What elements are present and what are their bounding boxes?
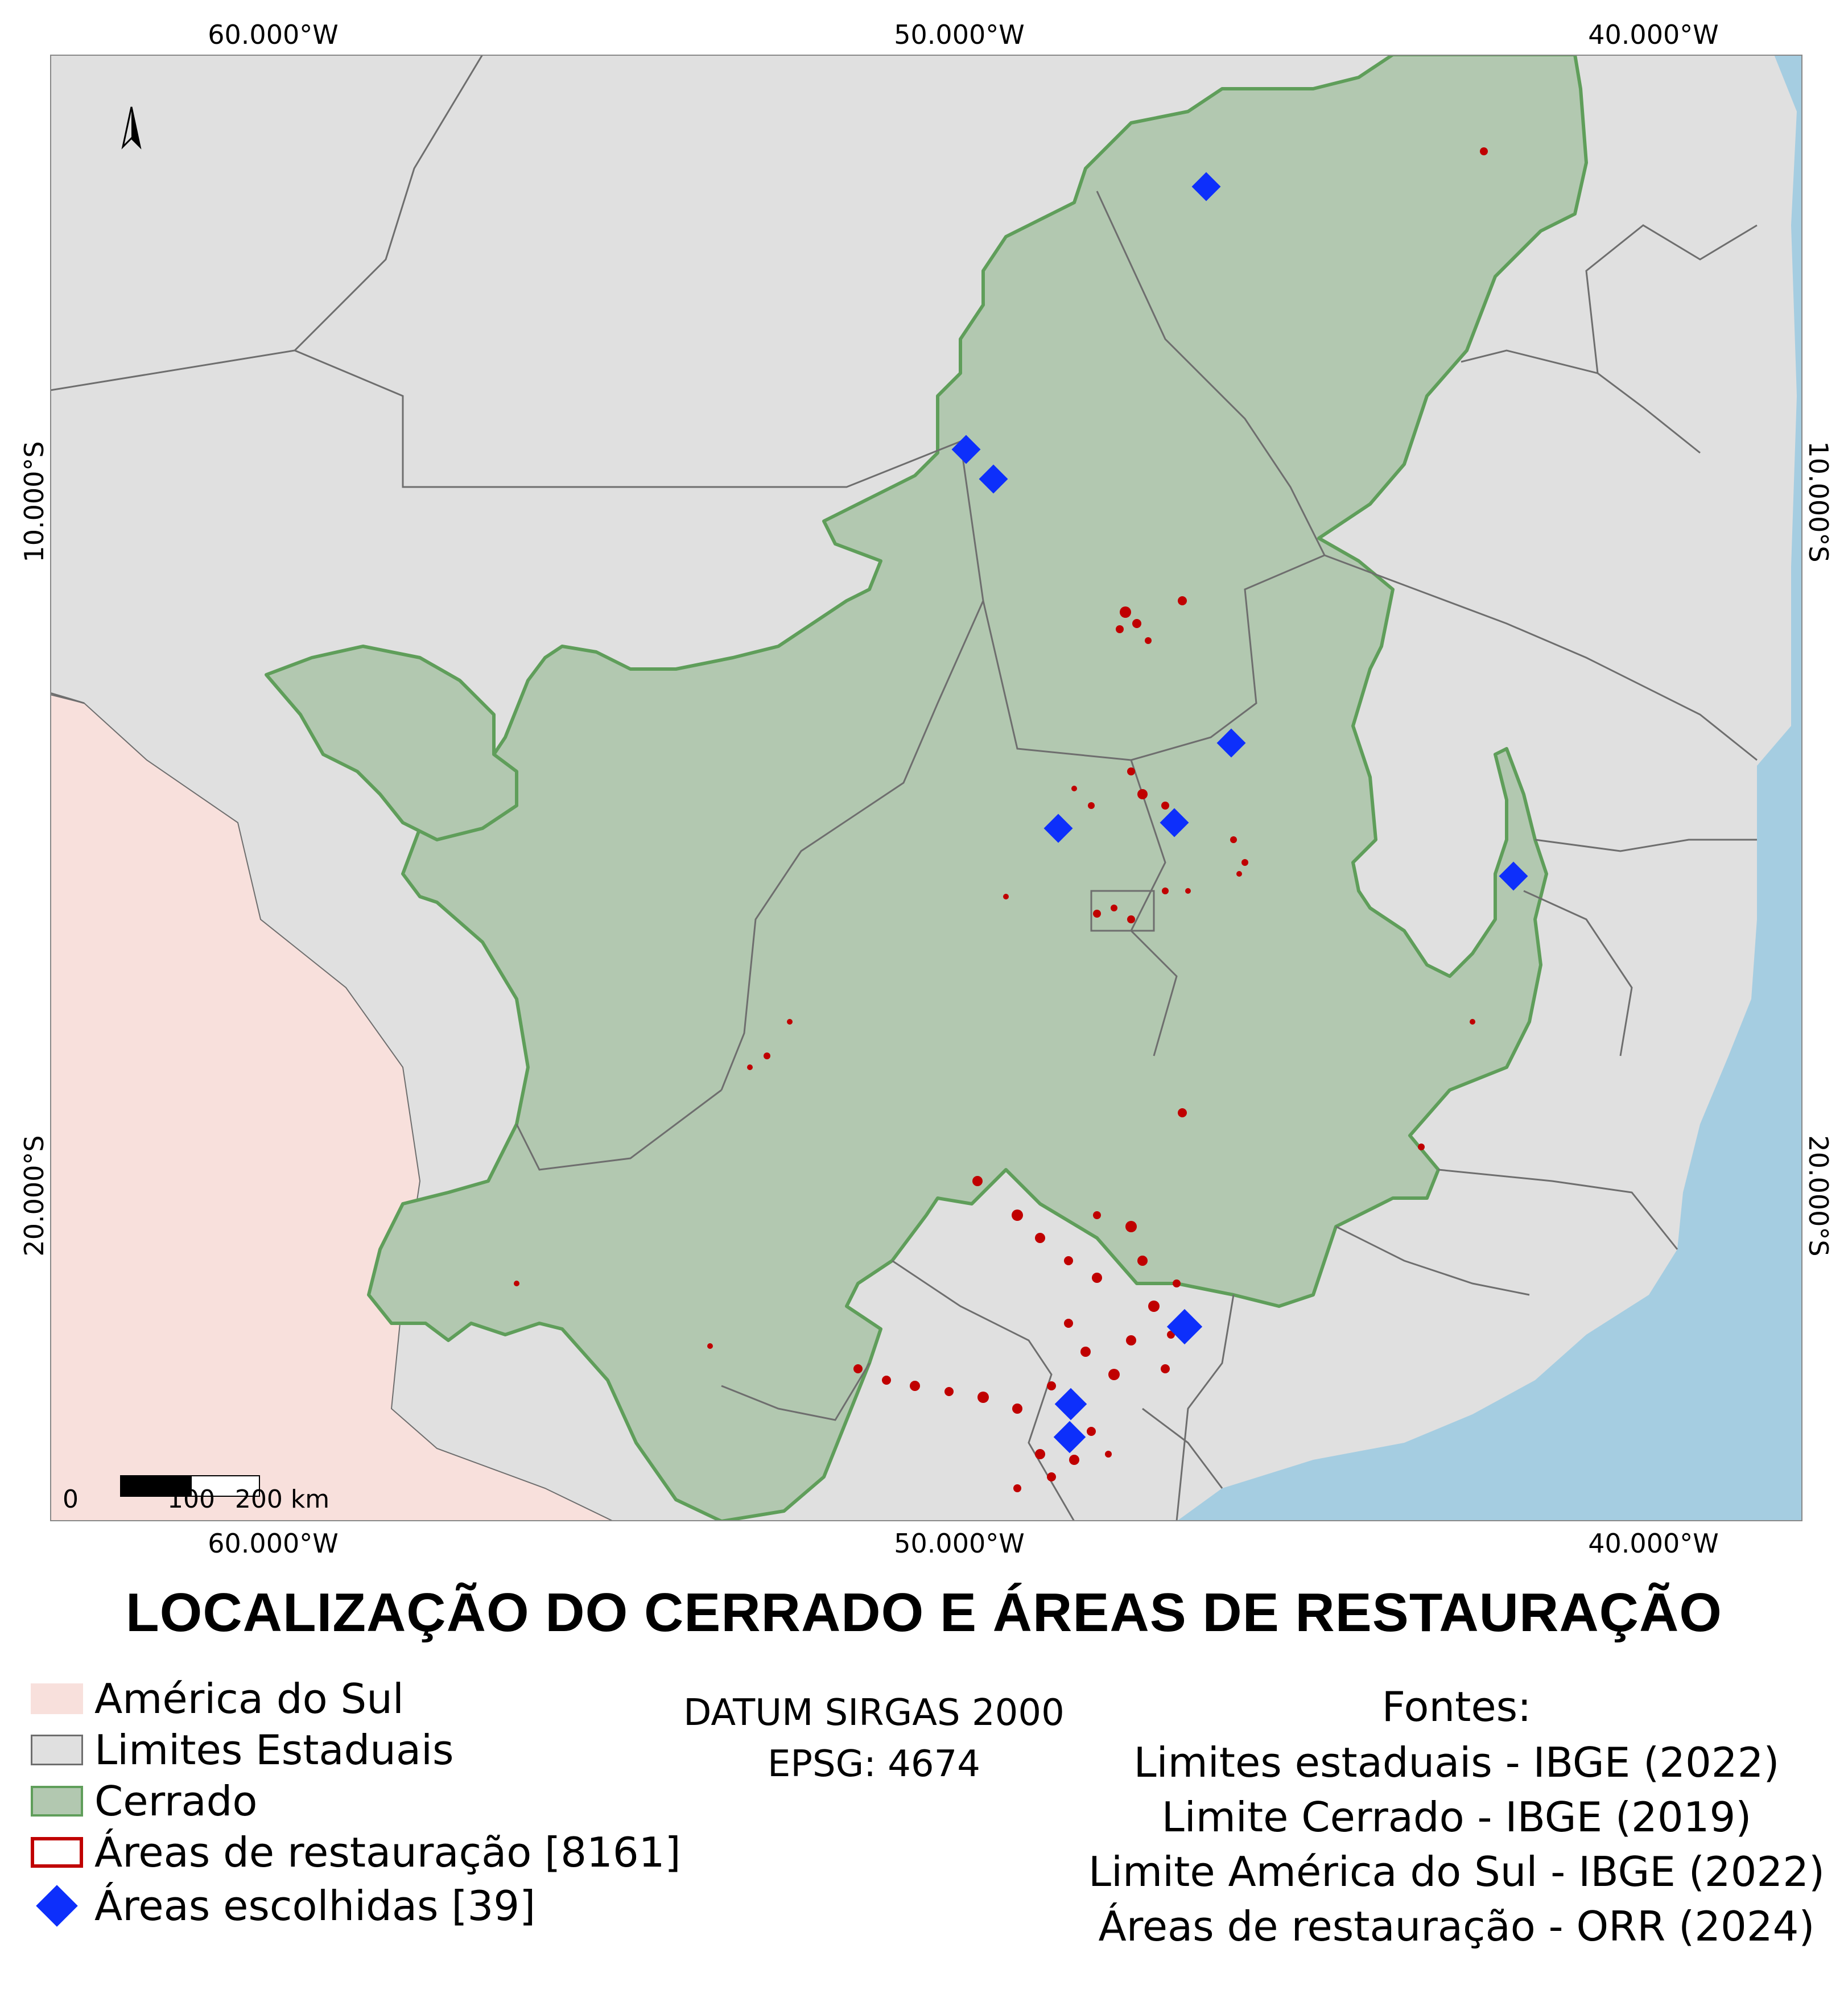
coord-left-10s: 10.000°S bbox=[19, 441, 50, 563]
legend-item-restoration: Áreas de restauração [8161] bbox=[31, 1828, 681, 1876]
legend-label: Cerrado bbox=[94, 1777, 258, 1825]
legend-item-south-america: América do Sul bbox=[31, 1675, 404, 1723]
legend-item-chosen: Áreas escolhidas [39] bbox=[31, 1882, 536, 1930]
legend-label: América do Sul bbox=[94, 1675, 404, 1723]
legend-item-states: Limites Estaduais bbox=[31, 1726, 454, 1774]
north-arrow-icon bbox=[121, 106, 142, 150]
coord-right-20s: 20.000°S bbox=[1803, 1135, 1834, 1257]
legend-label: Limites Estaduais bbox=[94, 1726, 454, 1774]
coord-top-40w: 40.000°W bbox=[1588, 19, 1719, 50]
legend-item-cerrado: Cerrado bbox=[31, 1777, 258, 1825]
source-line-3: Limite América do Sul - IBGE (2022) bbox=[1088, 1848, 1825, 1896]
map-svg bbox=[50, 53, 1802, 1523]
coord-right-10s: 10.000°S bbox=[1803, 441, 1834, 563]
scale-bar bbox=[120, 1475, 260, 1497]
legend-swatch-cerrado bbox=[31, 1786, 83, 1817]
legend-label: Áreas de restauração [8161] bbox=[94, 1828, 681, 1876]
legend-swatch-chosen bbox=[31, 1883, 83, 1929]
ocean-area bbox=[1177, 55, 1802, 1521]
legend-swatch-restoration bbox=[31, 1837, 83, 1868]
scale-label-0: 0 bbox=[63, 1485, 79, 1514]
coord-bottom-40w: 40.000°W bbox=[1588, 1528, 1719, 1559]
coord-top-50w: 50.000°W bbox=[894, 19, 1025, 50]
datum-line2: EPSG: 4674 bbox=[767, 1743, 981, 1785]
source-line-1: Limites estaduais - IBGE (2022) bbox=[1133, 1739, 1780, 1786]
legend-swatch-south-america bbox=[31, 1683, 83, 1714]
scale-label-100: 100 bbox=[167, 1485, 215, 1514]
coord-bottom-60w: 60.000°W bbox=[208, 1528, 339, 1559]
source-line-4: Áreas de restauração - ORR (2024) bbox=[1098, 1902, 1815, 1950]
datum-line1: DATUM SIRGAS 2000 bbox=[683, 1692, 1065, 1734]
diamond-icon bbox=[36, 1885, 78, 1927]
coord-bottom-50w: 50.000°W bbox=[894, 1528, 1025, 1559]
coord-left-20s: 20.000°S bbox=[19, 1135, 50, 1257]
scale-label-200: 200 km bbox=[234, 1485, 330, 1514]
cerrado-area-west bbox=[265, 645, 518, 841]
legend-label: Áreas escolhidas [39] bbox=[94, 1882, 536, 1930]
map-title: LOCALIZAÇÃO DO CERRADO E ÁREAS DE RESTAU… bbox=[126, 1582, 1722, 1643]
cerrado-area bbox=[367, 53, 1588, 1523]
coord-top-60w: 60.000°W bbox=[208, 19, 339, 50]
legend-swatch-states bbox=[31, 1735, 83, 1765]
south-america-area bbox=[50, 694, 614, 1522]
sources-heading: Fontes: bbox=[1381, 1683, 1532, 1731]
map-canvas[interactable]: 0 100 200 km bbox=[50, 53, 1802, 1523]
source-line-2: Limite Cerrado - IBGE (2019) bbox=[1161, 1793, 1752, 1841]
restoration-areas bbox=[514, 147, 1488, 1492]
map-frame-border bbox=[50, 55, 1802, 1521]
